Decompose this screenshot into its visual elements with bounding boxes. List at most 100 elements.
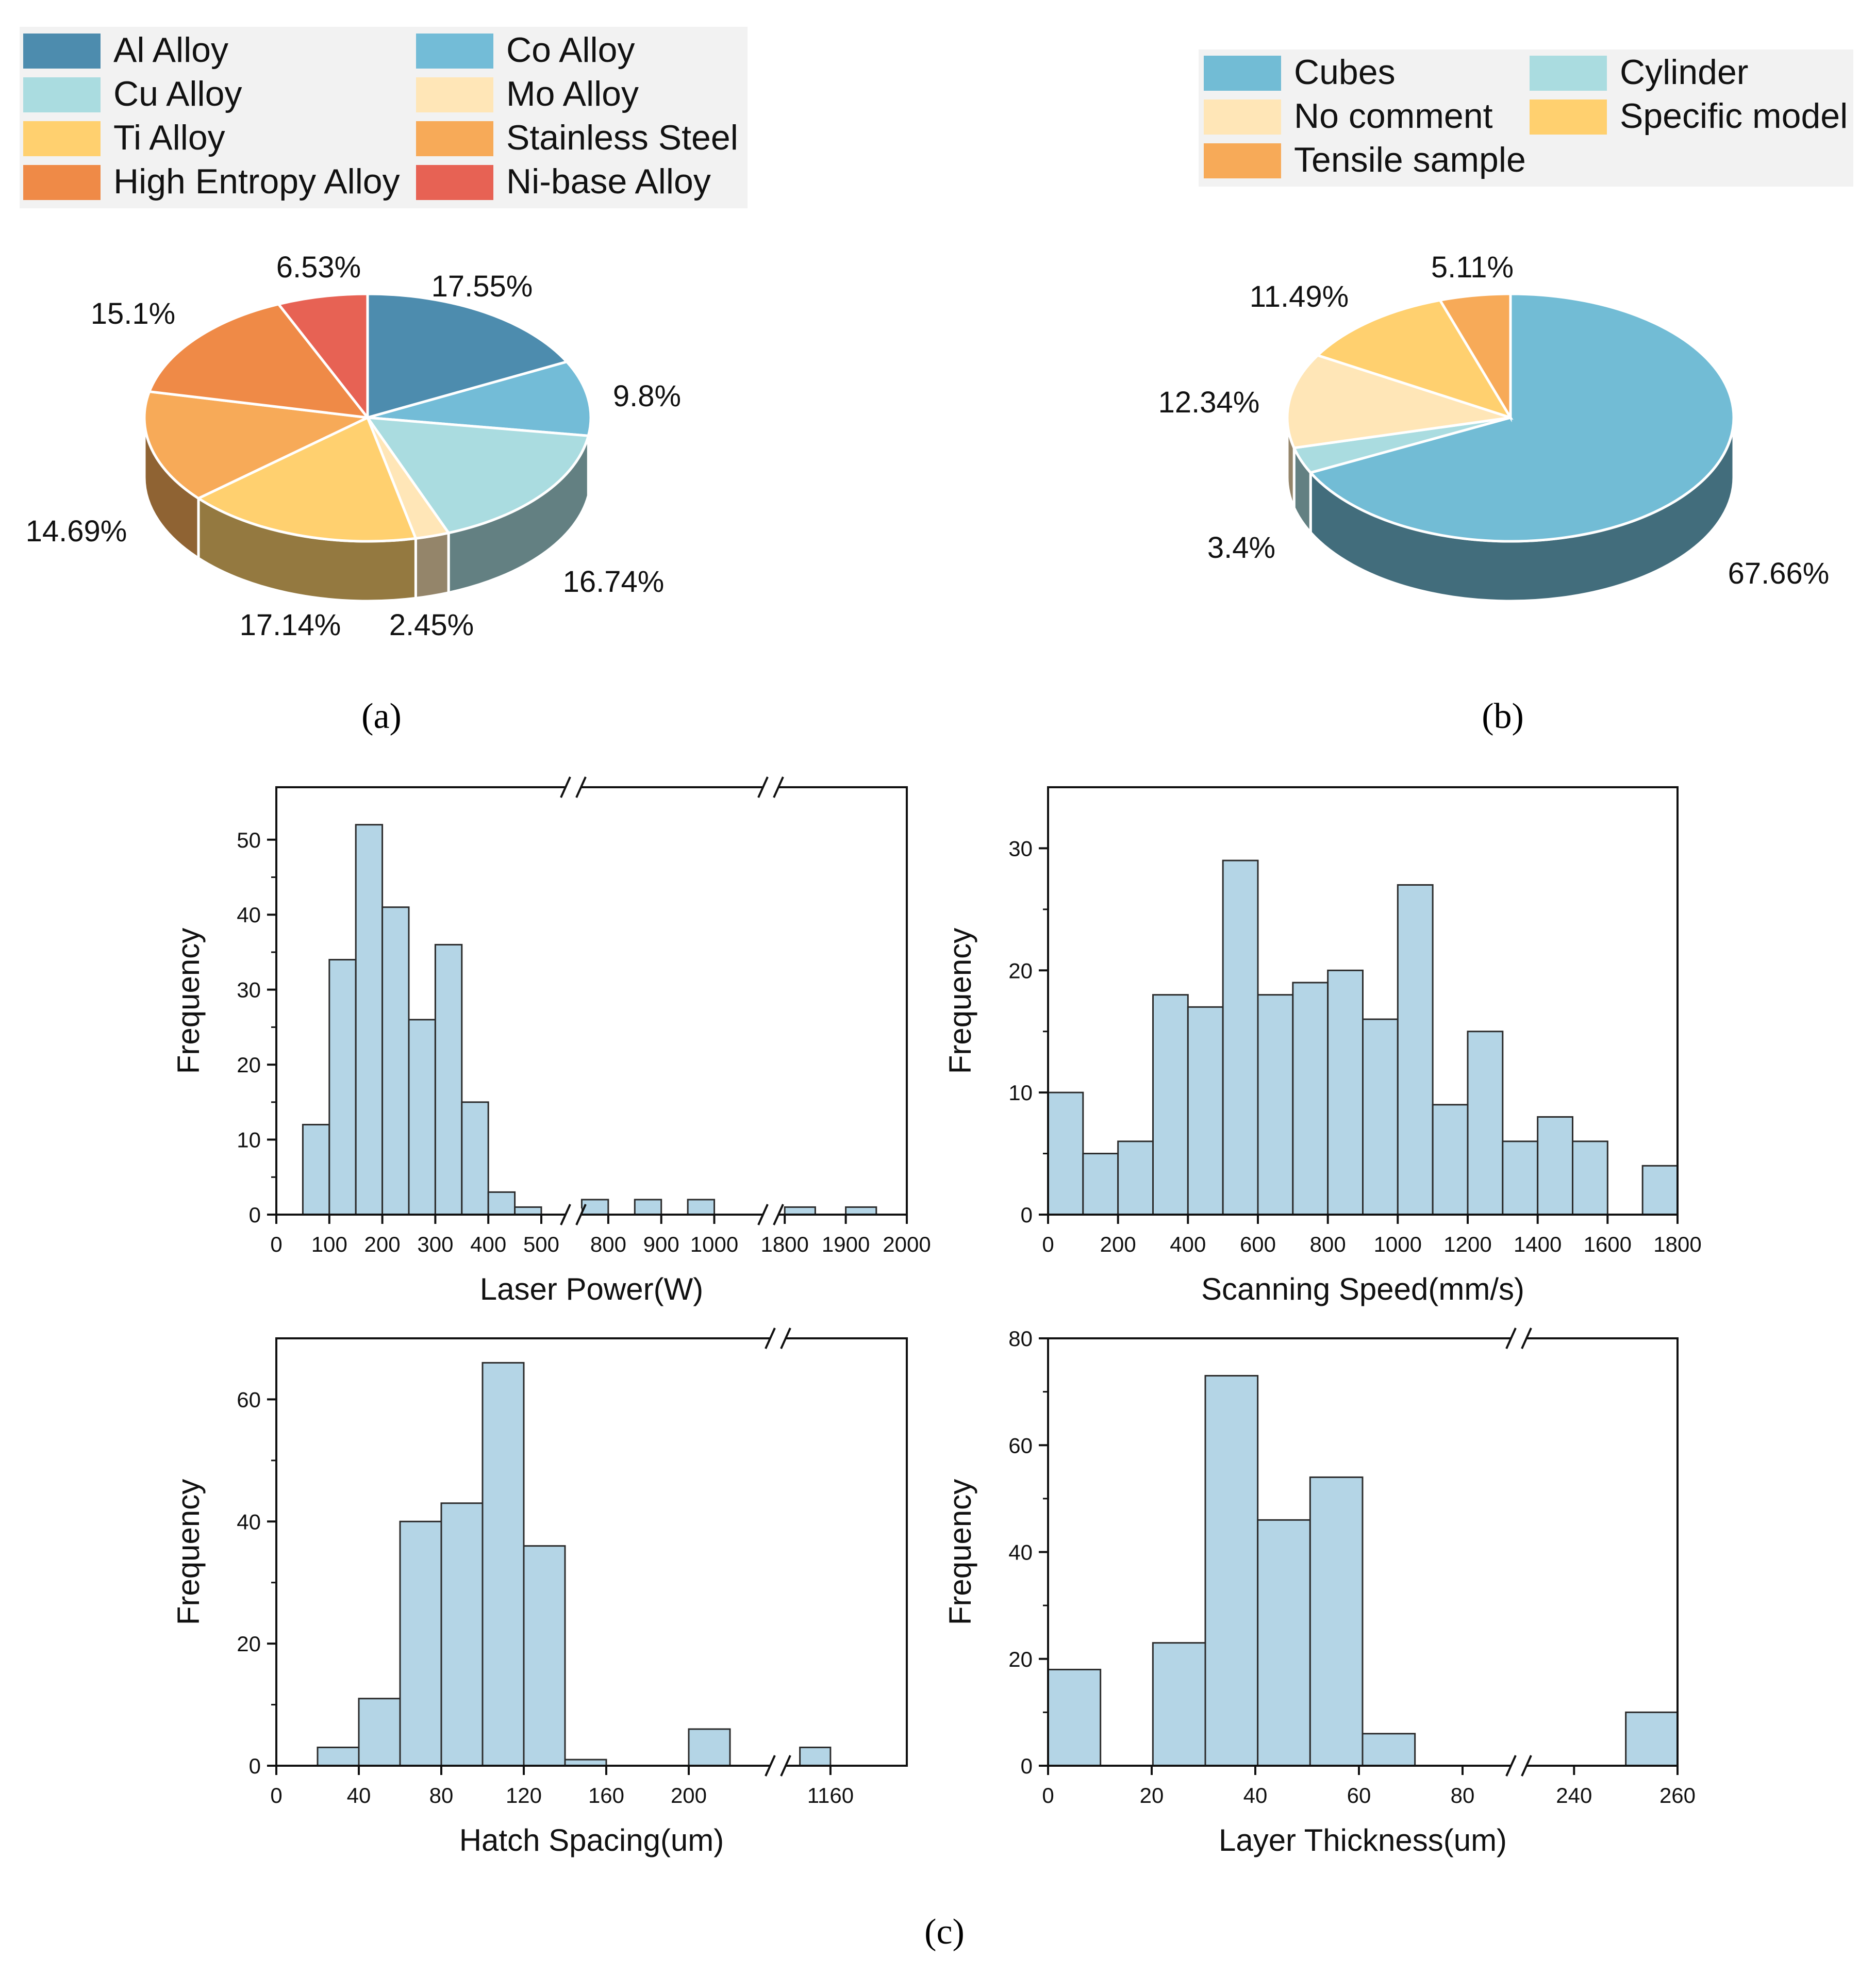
pie-slice-ni-base-alloy <box>276 292 369 422</box>
legend-label-al-alloy: Al Alloy <box>113 30 228 70</box>
x-tick-label-c4-0: 0 <box>1042 1783 1054 1807</box>
histogram-layer-thickness: 0 20 40 60 80 0 20 40 60 80 240 260 Layer Thickness(… <box>943 1326 1696 1857</box>
x-tick-label-c2-1: 200 <box>1100 1232 1136 1256</box>
axis-break-mark-c1-1-1a <box>757 1204 769 1225</box>
pie-slice-ti-alloy <box>195 416 418 543</box>
hist-bar-c2-10 <box>1397 884 1434 1216</box>
pie-label-specific-model: 11.49% <box>1250 280 1349 313</box>
legend-label-high-entropy-alloy: High Entropy Alloy <box>113 162 400 201</box>
hist-bar-c3-1 <box>358 1698 401 1767</box>
hist-bar-c1-5 <box>434 943 463 1216</box>
hist-bar-c1-6 <box>461 1101 489 1216</box>
x-axis-title-c4: Layer Thickness(um) <box>1219 1823 1507 1857</box>
hist-bar-c3-5 <box>523 1545 566 1767</box>
hist-bar-c4-6 <box>1625 1711 1679 1767</box>
axis-break-mark-c3-0-0b <box>780 1328 791 1349</box>
pie-label-tensile-sample: 5.11% <box>1431 251 1514 284</box>
pie-label-ti-alloy: 17.14% <box>240 608 341 642</box>
pie-slice-high-entropy-alloy <box>147 303 371 420</box>
y-axis-title-c1: Frequency <box>171 928 206 1074</box>
pie-label-high-entropy-alloy: 15.1% <box>91 297 175 330</box>
legend-swatch-cubes <box>1204 56 1281 91</box>
legend-label-no-comment: No comment <box>1294 96 1493 136</box>
x-tick-label-c1-5: 500 <box>523 1232 559 1256</box>
hist-bar-c2-12 <box>1467 1031 1504 1216</box>
axis-break-mark-c3-0-1a <box>765 1755 776 1777</box>
hist-bar-c1-4 <box>408 1019 436 1216</box>
y-tick-label-c4-2: 40 <box>1008 1540 1033 1565</box>
y-tick-label-c2-2: 20 <box>1008 958 1033 983</box>
x-tick-label-c1-7: 900 <box>643 1232 679 1256</box>
legend-swatch-high-entropy-alloy <box>23 165 101 200</box>
x-tick-label-c2-4: 800 <box>1310 1232 1346 1256</box>
y-tick-label-c3-0: 0 <box>249 1754 261 1778</box>
y-tick-label-c4-0: 0 <box>1021 1754 1033 1778</box>
plot-frame-c1 <box>275 786 908 1216</box>
x-tick-label-c2-9: 1800 <box>1653 1232 1701 1256</box>
y-tick-label-c1-2: 20 <box>237 1053 261 1077</box>
x-tick-label-c1-4: 400 <box>470 1232 506 1256</box>
y-tick-label-c3-3: 60 <box>237 1387 261 1412</box>
y-tick-label-c1-4: 40 <box>237 903 261 927</box>
x-tick-label-c3-3: 120 <box>506 1783 542 1807</box>
legend-b: Cubes Cylinder No comment Specific model Ten… <box>1199 49 1853 187</box>
axis-break-mark-c1-1-0a <box>757 776 769 798</box>
y-tick-label-c2-0: 0 <box>1021 1203 1033 1227</box>
axis-break-mark-c4-0-1b <box>1521 1755 1532 1777</box>
hist-bar-c4-3 <box>1257 1519 1311 1767</box>
hist-bar-c1-13 <box>845 1206 877 1216</box>
x-tick-label-c1-11: 2000 <box>883 1232 931 1256</box>
hist-bar-c3-7 <box>688 1728 731 1767</box>
hist-bar-c3-8 <box>799 1746 832 1767</box>
x-axis-title-c3: Hatch Spacing(um) <box>459 1823 724 1857</box>
legend-swatch-specific-model <box>1530 99 1607 135</box>
pie-label-stainless-steel: 14.69% <box>26 515 127 548</box>
y-axis-title-c2: Frequency <box>943 928 977 1074</box>
y-tick-label-c2-1: 10 <box>1008 1081 1033 1105</box>
hist-bar-c4-1 <box>1152 1642 1206 1767</box>
legend-label-mo-alloy: Mo Alloy <box>506 74 639 113</box>
axis-break-mark-c4-0-0a <box>1505 1328 1517 1349</box>
y-tick-label-c4-4: 80 <box>1008 1326 1033 1351</box>
hist-bar-c3-3 <box>440 1502 484 1767</box>
axis-break-mark-c3-0-0a <box>765 1328 776 1349</box>
x-tick-label-c2-7: 1400 <box>1514 1232 1562 1256</box>
hist-bar-c2-2 <box>1117 1140 1154 1216</box>
pie-label-cylinder: 3.4% <box>1207 531 1275 565</box>
legend-swatch-ti-alloy <box>23 121 101 156</box>
legend-label-stainless-steel: Stainless Steel <box>506 118 738 157</box>
axis-break-mark-c1-0-1a <box>560 1204 571 1225</box>
legend-swatch-no-comment <box>1204 99 1281 135</box>
hist-bar-c4-4 <box>1309 1476 1364 1767</box>
pie-slice-no-comment <box>1286 354 1511 450</box>
hist-bar-c1-2 <box>355 824 384 1216</box>
hist-bar-c2-17 <box>1641 1165 1679 1216</box>
pie-slice-stainless-steel <box>143 390 372 500</box>
hist-bar-c1-12 <box>784 1206 816 1216</box>
hist-bar-c3-2 <box>399 1520 442 1767</box>
x-tick-label-c3-4: 160 <box>588 1783 624 1807</box>
axis-break-mark-c1-1-1b <box>773 1204 784 1225</box>
axis-break-mark-c4-0-1a <box>1505 1755 1517 1777</box>
x-tick-label-c3-1: 40 <box>347 1783 371 1807</box>
pie-slice-specific-model <box>1315 298 1514 420</box>
legend-label-cubes: Cubes <box>1294 53 1396 92</box>
hist-bar-c2-8 <box>1327 969 1364 1216</box>
pie-slice-cu-alloy <box>364 416 590 535</box>
x-tick-label-c1-9: 1800 <box>760 1232 808 1256</box>
legend-label-ni-base-alloy: Ni-base Alloy <box>506 162 711 201</box>
pie-slice-al-alloy <box>366 292 570 420</box>
y-axis-title-c4: Frequency <box>943 1479 977 1625</box>
hist-bar-c2-7 <box>1292 982 1329 1216</box>
axis-break-mark-c1-0-1b <box>575 1204 587 1225</box>
x-tick-label-c1-2: 200 <box>364 1232 401 1256</box>
y-tick-label-c2-3: 30 <box>1008 836 1033 860</box>
x-tick-label-c2-0: 0 <box>1042 1232 1054 1256</box>
pie-label-ni-base-alloy: 6.53% <box>276 251 361 284</box>
pie-label-co-alloy: 9.8% <box>613 379 681 413</box>
hist-bar-c4-2 <box>1204 1375 1259 1767</box>
y-axis-title-c3: Frequency <box>171 1479 206 1625</box>
x-tick-label-c1-8: 1000 <box>690 1232 738 1256</box>
